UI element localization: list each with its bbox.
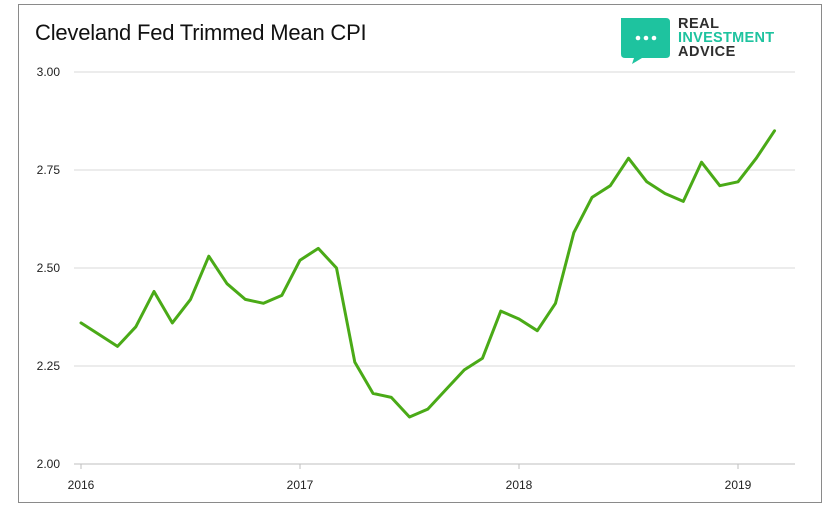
y-tick-label: 2.25 xyxy=(37,359,61,373)
data-point xyxy=(481,357,484,360)
data-point xyxy=(773,129,776,132)
logo-text: REAL INVESTMENT ADVICE xyxy=(678,16,775,60)
data-point xyxy=(718,184,721,187)
data-point xyxy=(426,407,429,411)
gridlines xyxy=(74,71,795,367)
data-point xyxy=(554,302,557,305)
data-point xyxy=(98,333,101,336)
data-point xyxy=(225,282,229,285)
data-point xyxy=(116,345,119,348)
data-point xyxy=(536,329,539,332)
logo xyxy=(621,18,670,64)
x-tick-label: 2017 xyxy=(287,478,314,492)
axes xyxy=(74,463,795,469)
y-tick-label: 2.00 xyxy=(37,457,61,471)
tick-labels: 2.00 2.25 2.50 2.75 3.00 2016 2017 2018 2019 xyxy=(37,65,752,492)
data-point xyxy=(663,192,667,195)
data-point xyxy=(298,259,302,262)
series-layer xyxy=(79,129,776,419)
data-point xyxy=(189,298,192,301)
data-point xyxy=(280,294,283,297)
data-point xyxy=(444,388,448,391)
y-tick-label: 3.00 xyxy=(37,65,61,79)
data-point xyxy=(79,321,83,325)
data-point xyxy=(627,157,630,160)
series-line xyxy=(79,129,776,419)
data-point xyxy=(335,266,338,270)
data-point xyxy=(134,325,137,328)
chat-bubble-icon xyxy=(621,18,670,64)
logo-line-investment: INVESTMENT xyxy=(678,30,775,46)
data-point xyxy=(517,317,521,321)
data-point xyxy=(755,157,758,160)
x-tick-label: 2019 xyxy=(725,478,752,492)
data-point xyxy=(645,180,648,183)
data-point xyxy=(682,200,685,203)
data-point xyxy=(700,161,703,164)
data-point xyxy=(262,302,265,305)
data-point xyxy=(609,184,612,187)
x-tick-label: 2016 xyxy=(68,478,95,492)
chart-title: Cleveland Fed Trimmed Mean CPI xyxy=(35,20,367,45)
data-point xyxy=(317,247,320,250)
data-point xyxy=(353,360,356,364)
data-point xyxy=(408,415,411,419)
data-point xyxy=(499,309,502,313)
x-tick-label: 2018 xyxy=(506,478,533,492)
y-tick-label: 2.75 xyxy=(37,163,61,177)
data-point xyxy=(171,321,174,325)
y-tick-label: 2.50 xyxy=(37,261,61,275)
data-point xyxy=(572,231,575,234)
logo-line-real: REAL xyxy=(678,16,720,32)
data-point xyxy=(390,396,393,399)
data-point xyxy=(371,392,375,395)
data-point xyxy=(463,368,466,372)
data-point xyxy=(736,180,740,183)
data-point xyxy=(152,290,156,293)
data-point xyxy=(244,298,247,301)
data-point xyxy=(207,255,210,258)
logo-line-advice: ADVICE xyxy=(678,44,736,60)
chart-frame xyxy=(18,4,822,503)
data-point xyxy=(590,196,594,199)
